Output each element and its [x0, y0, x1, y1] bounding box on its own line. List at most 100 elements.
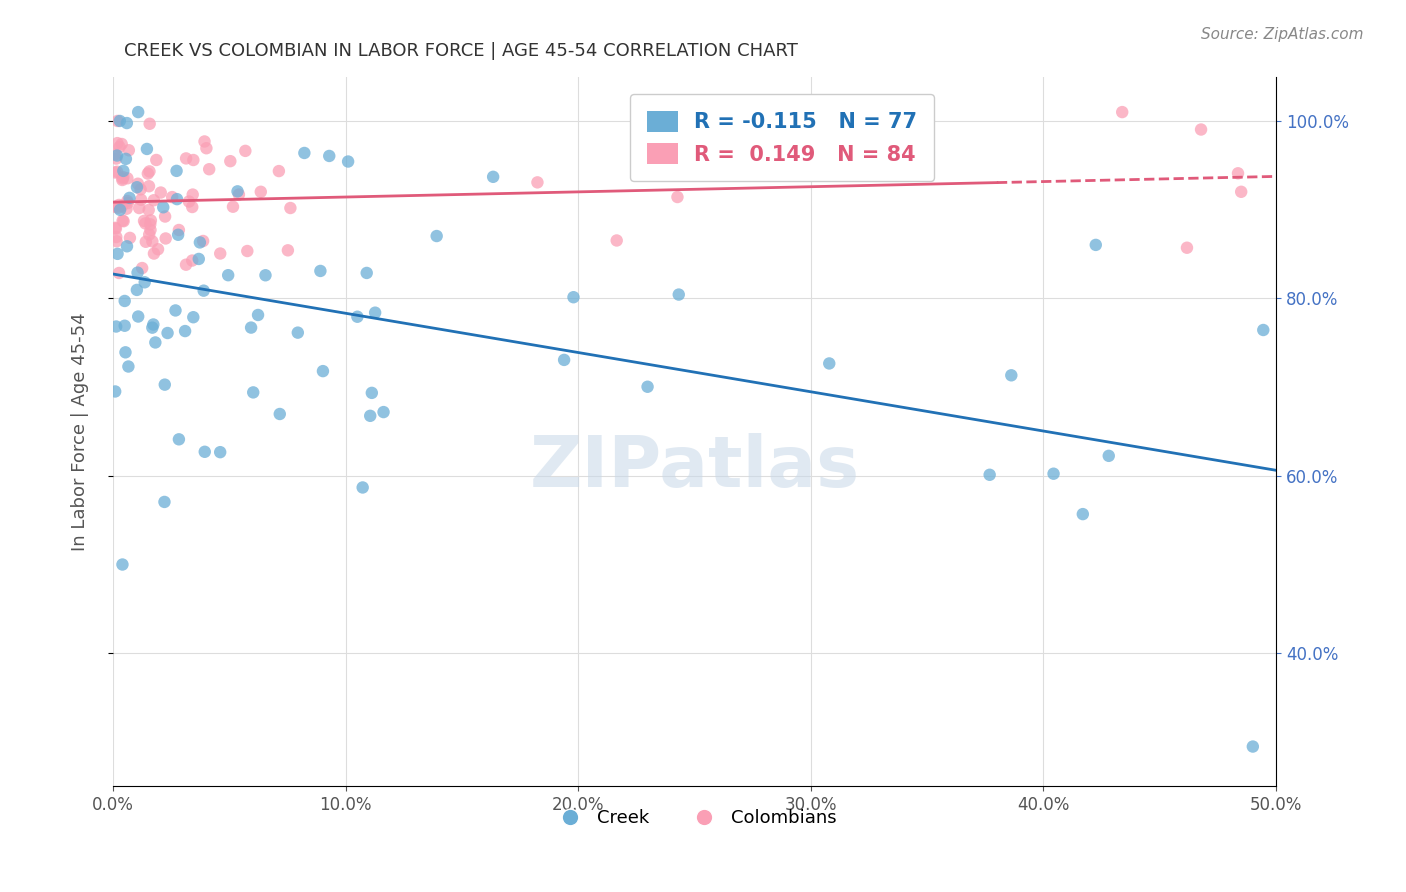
Point — [195, 141, 218, 155]
Point — [174, 258, 197, 272]
Point — [359, 409, 381, 423]
Point — [226, 185, 249, 199]
Point — [1071, 507, 1094, 521]
Point — [240, 320, 263, 334]
Point — [187, 252, 209, 266]
Text: CREEK VS COLOMBIAN IN LABOR FORCE | AGE 45-54 CORRELATION CHART: CREEK VS COLOMBIAN IN LABOR FORCE | AGE … — [125, 42, 799, 60]
Point — [104, 147, 127, 161]
Point — [111, 213, 134, 227]
Point — [134, 275, 156, 289]
Point — [104, 200, 127, 214]
Point — [352, 480, 374, 494]
Point — [117, 171, 139, 186]
Point — [247, 308, 270, 322]
Point — [209, 445, 232, 459]
Point — [132, 214, 155, 228]
Point — [111, 171, 134, 186]
Point — [143, 335, 166, 350]
Point — [108, 202, 131, 217]
Point — [526, 175, 548, 189]
Point — [112, 164, 135, 178]
Point — [356, 266, 378, 280]
Point — [105, 148, 128, 162]
Point — [562, 290, 585, 304]
Point — [174, 152, 197, 166]
Point — [267, 164, 290, 178]
Point — [280, 201, 302, 215]
Point — [191, 234, 214, 248]
Point — [426, 229, 449, 244]
Point — [138, 179, 160, 194]
Point — [181, 200, 204, 214]
Point — [112, 170, 135, 185]
Point — [668, 287, 690, 301]
Point — [114, 345, 136, 359]
Point — [111, 136, 134, 151]
Point — [108, 140, 131, 154]
Point — [105, 230, 128, 244]
Point — [105, 234, 128, 248]
Point — [139, 217, 162, 231]
Point — [127, 310, 149, 324]
Point — [235, 144, 257, 158]
Point — [108, 198, 131, 212]
Point — [277, 244, 299, 258]
Point — [117, 196, 139, 211]
Point — [1227, 166, 1250, 180]
Point — [167, 223, 190, 237]
Point — [482, 169, 505, 184]
Point — [105, 136, 128, 150]
Point — [108, 266, 131, 280]
Point — [141, 235, 163, 249]
Point — [141, 320, 163, 334]
Y-axis label: In Labor Force | Age 45-54: In Labor Force | Age 45-54 — [72, 312, 89, 551]
Point — [1241, 739, 1264, 754]
Point — [242, 385, 264, 400]
Point — [219, 154, 242, 169]
Point — [222, 200, 245, 214]
Point — [156, 326, 179, 340]
Point — [139, 213, 162, 227]
Point — [104, 384, 127, 399]
Point — [666, 190, 689, 204]
Point — [135, 235, 157, 249]
Point — [115, 202, 138, 216]
Point — [105, 165, 128, 179]
Point — [198, 162, 221, 177]
Point — [134, 216, 156, 230]
Point — [155, 231, 177, 245]
Point — [105, 152, 128, 166]
Point — [292, 145, 315, 160]
Point — [1230, 185, 1253, 199]
Point — [1098, 449, 1121, 463]
Point — [1111, 105, 1133, 120]
Point — [125, 180, 148, 194]
Point — [111, 173, 134, 187]
Point — [254, 268, 277, 283]
Point — [104, 220, 127, 235]
Point — [360, 385, 382, 400]
Point — [115, 116, 138, 130]
Point — [127, 266, 149, 280]
Point — [181, 187, 204, 202]
Point — [1042, 467, 1064, 481]
Point — [160, 190, 183, 204]
Legend: Creek, Colombians: Creek, Colombians — [546, 802, 844, 834]
Point — [553, 352, 575, 367]
Point — [118, 191, 141, 205]
Point — [606, 234, 628, 248]
Point — [125, 283, 148, 297]
Point — [138, 117, 160, 131]
Point — [287, 326, 309, 340]
Point — [152, 200, 174, 214]
Point — [104, 221, 127, 235]
Point — [1251, 323, 1274, 337]
Point — [217, 268, 239, 283]
Point — [115, 239, 138, 253]
Point — [129, 193, 152, 207]
Point — [177, 194, 200, 209]
Point — [111, 558, 134, 572]
Point — [111, 199, 134, 213]
Point — [1000, 368, 1022, 383]
Point — [114, 318, 136, 333]
